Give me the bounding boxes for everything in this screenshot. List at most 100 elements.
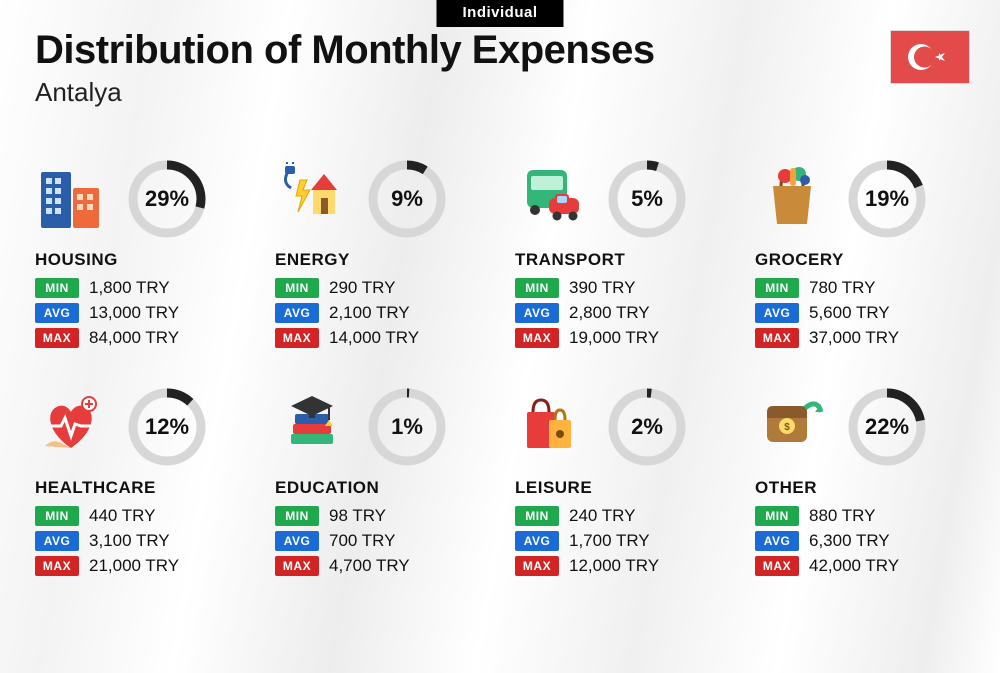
category-transport: 5% TRANSPORT MIN 390 TRY AVG 2,800 TRY M… — [515, 160, 725, 353]
tag-min: MIN — [755, 278, 799, 298]
row-avg: AVG 3,100 TRY — [35, 531, 245, 551]
val-min: 1,800 TRY — [89, 278, 170, 298]
category-energy: 9% ENERGY MIN 290 TRY AVG 2,100 TRY MAX … — [275, 160, 485, 353]
percent-label: 2% — [607, 387, 687, 467]
val-max: 14,000 TRY — [329, 328, 419, 348]
val-max: 37,000 TRY — [809, 328, 899, 348]
row-max: MAX 4,700 TRY — [275, 556, 485, 576]
row-max: MAX 42,000 TRY — [755, 556, 965, 576]
row-min: MIN 390 TRY — [515, 278, 725, 298]
tag-max: MAX — [275, 328, 319, 348]
row-avg: AVG 2,100 TRY — [275, 303, 485, 323]
val-max: 12,000 TRY — [569, 556, 659, 576]
category-name: EDUCATION — [275, 478, 485, 498]
tag-max: MAX — [755, 556, 799, 576]
category-housing: 29% HOUSING MIN 1,800 TRY AVG 13,000 TRY… — [35, 160, 245, 353]
val-max: 84,000 TRY — [89, 328, 179, 348]
tag-avg: AVG — [35, 531, 79, 551]
category-other: $ 22% OTHER MIN 880 TRY AVG 6,300 TRY MA… — [755, 388, 965, 581]
val-max: 21,000 TRY — [89, 556, 179, 576]
category-grocery: 19% GROCERY MIN 780 TRY AVG 5,600 TRY MA… — [755, 160, 965, 353]
val-max: 19,000 TRY — [569, 328, 659, 348]
val-avg: 1,700 TRY — [569, 531, 650, 551]
leisure-icon — [515, 390, 589, 464]
percent-label: 22% — [847, 387, 927, 467]
row-min: MIN 880 TRY — [755, 506, 965, 526]
row-max: MAX 19,000 TRY — [515, 328, 725, 348]
row-max: MAX 84,000 TRY — [35, 328, 245, 348]
tag-avg: AVG — [275, 531, 319, 551]
tag-max: MAX — [755, 328, 799, 348]
category-name: HEALTHCARE — [35, 478, 245, 498]
category-name: LEISURE — [515, 478, 725, 498]
tag-max: MAX — [275, 556, 319, 576]
segment-tab: Individual — [436, 0, 563, 27]
val-avg: 2,800 TRY — [569, 303, 650, 323]
donut-education: 1% — [367, 387, 447, 467]
percent-label: 29% — [127, 159, 207, 239]
category-name: OTHER — [755, 478, 965, 498]
tag-min: MIN — [35, 278, 79, 298]
row-min: MIN 240 TRY — [515, 506, 725, 526]
tag-min: MIN — [515, 506, 559, 526]
row-min: MIN 1,800 TRY — [35, 278, 245, 298]
donut-housing: 29% — [127, 159, 207, 239]
category-leisure: 2% LEISURE MIN 240 TRY AVG 1,700 TRY MAX… — [515, 388, 725, 581]
tag-min: MIN — [275, 506, 319, 526]
tag-max: MAX — [35, 328, 79, 348]
grocery-icon — [755, 162, 829, 236]
energy-icon — [275, 162, 349, 236]
transport-icon — [515, 162, 589, 236]
val-avg: 6,300 TRY — [809, 531, 890, 551]
val-min: 780 TRY — [809, 278, 875, 298]
row-max: MAX 37,000 TRY — [755, 328, 965, 348]
donut-grocery: 19% — [847, 159, 927, 239]
tag-avg: AVG — [275, 303, 319, 323]
percent-label: 12% — [127, 387, 207, 467]
val-min: 390 TRY — [569, 278, 635, 298]
percent-label: 19% — [847, 159, 927, 239]
turkey-flag-icon — [890, 30, 970, 84]
row-avg: AVG 1,700 TRY — [515, 531, 725, 551]
val-avg: 700 TRY — [329, 531, 395, 551]
tag-avg: AVG — [35, 303, 79, 323]
tag-avg: AVG — [755, 531, 799, 551]
tag-min: MIN — [515, 278, 559, 298]
val-min: 440 TRY — [89, 506, 155, 526]
val-min: 240 TRY — [569, 506, 635, 526]
val-max: 4,700 TRY — [329, 556, 410, 576]
tag-avg: AVG — [755, 303, 799, 323]
tag-min: MIN — [275, 278, 319, 298]
row-max: MAX 21,000 TRY — [35, 556, 245, 576]
tag-min: MIN — [35, 506, 79, 526]
row-avg: AVG 13,000 TRY — [35, 303, 245, 323]
tag-avg: AVG — [515, 303, 559, 323]
row-max: MAX 12,000 TRY — [515, 556, 725, 576]
row-avg: AVG 700 TRY — [275, 531, 485, 551]
percent-label: 9% — [367, 159, 447, 239]
donut-transport: 5% — [607, 159, 687, 239]
val-max: 42,000 TRY — [809, 556, 899, 576]
tag-max: MAX — [35, 556, 79, 576]
category-name: TRANSPORT — [515, 250, 725, 270]
row-min: MIN 440 TRY — [35, 506, 245, 526]
val-min: 880 TRY — [809, 506, 875, 526]
val-min: 98 TRY — [329, 506, 386, 526]
category-name: ENERGY — [275, 250, 485, 270]
page-title: Distribution of Monthly Expenses — [35, 28, 655, 73]
val-avg: 3,100 TRY — [89, 531, 170, 551]
tag-max: MAX — [515, 556, 559, 576]
tag-min: MIN — [755, 506, 799, 526]
percent-label: 5% — [607, 159, 687, 239]
page-subtitle: Antalya — [35, 77, 655, 108]
row-avg: AVG 6,300 TRY — [755, 531, 965, 551]
val-min: 290 TRY — [329, 278, 395, 298]
val-avg: 2,100 TRY — [329, 303, 410, 323]
donut-leisure: 2% — [607, 387, 687, 467]
category-name: GROCERY — [755, 250, 965, 270]
other-icon: $ — [755, 390, 829, 464]
tag-avg: AVG — [515, 531, 559, 551]
donut-other: 22% — [847, 387, 927, 467]
row-min: MIN 290 TRY — [275, 278, 485, 298]
val-avg: 5,600 TRY — [809, 303, 890, 323]
